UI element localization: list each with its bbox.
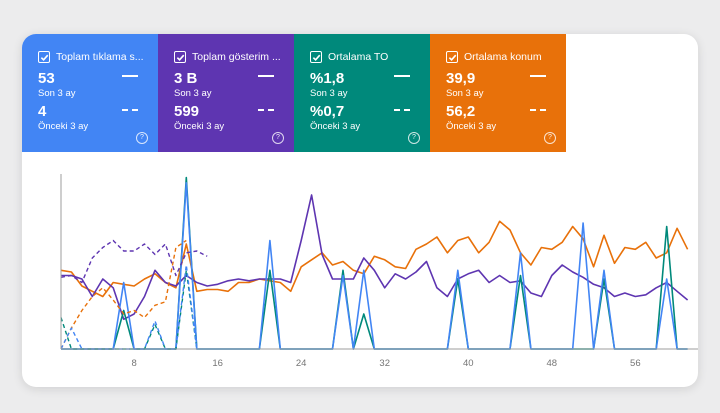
metric-card-clicks[interactable]: Toplam tıklama s... 53 Son 3 ay 4 Önceki… [22, 34, 158, 152]
current-period: Son 3 ay [174, 88, 212, 99]
x-tick-label: 8 [131, 358, 136, 369]
x-tick-label: 48 [547, 358, 558, 369]
current-period: Son 3 ay [310, 88, 348, 99]
help-icon[interactable]: ? [408, 132, 420, 144]
metric-card-ctr[interactable]: Ortalama TO %1,8 Son 3 ay %0,7 Önceki 3 … [294, 34, 430, 152]
current-value: 39,9 [446, 70, 476, 87]
help-icon[interactable]: ? [136, 132, 148, 144]
performance-line-chart[interactable]: 8 16 24 32 40 48 56 [22, 34, 698, 387]
checkbox-checked-icon[interactable] [310, 51, 322, 63]
checkbox-checked-icon[interactable] [38, 51, 50, 63]
solid-line-icon [530, 74, 546, 77]
current-period: Son 3 ay [446, 88, 484, 99]
previous-period: Önceki 3 ay [174, 121, 225, 132]
previous-value: 56,2 [446, 103, 476, 120]
position-dashed-line [60, 239, 187, 350]
help-icon[interactable]: ? [544, 132, 556, 144]
dashed-line-icon [530, 108, 546, 111]
current-period: Son 3 ay [38, 88, 76, 99]
checkbox-checked-icon[interactable] [446, 51, 458, 63]
x-tick-label: 24 [296, 358, 307, 369]
checkbox-checked-icon[interactable] [174, 51, 186, 63]
solid-line-icon [394, 74, 410, 77]
previous-period: Önceki 3 ay [38, 121, 89, 132]
x-tick-label: 56 [630, 358, 641, 369]
metric-cards: Toplam tıklama s... 53 Son 3 ay 4 Önceki… [22, 34, 566, 152]
solid-line-icon [258, 74, 274, 77]
dashed-line-icon [122, 108, 138, 111]
help-icon[interactable]: ? [272, 132, 284, 144]
solid-line-icon [122, 74, 138, 77]
previous-value: %0,7 [310, 103, 345, 120]
previous-value: 4 [38, 103, 47, 120]
ctr-solid-line [61, 176, 688, 350]
current-value: 3 B [174, 70, 198, 87]
current-value: 53 [38, 70, 55, 87]
axis-layer: 8 16 24 32 40 48 56 [60, 174, 698, 369]
x-tick-label: 16 [212, 358, 223, 369]
performance-panel: Toplam tıklama s... 53 Son 3 ay 4 Önceki… [22, 34, 698, 387]
metric-card-impressions[interactable]: Toplam gösterim ... 3 B Son 3 ay 599 Önc… [158, 34, 294, 152]
previous-period: Önceki 3 ay [446, 121, 497, 132]
x-tick-label: 40 [463, 358, 474, 369]
previous-value: 599 [174, 103, 200, 120]
metric-card-position[interactable]: Ortalama konum 39,9 Son 3 ay 56,2 Önceki… [430, 34, 566, 152]
x-tick-label: 32 [379, 358, 390, 369]
previous-period: Önceki 3 ay [310, 121, 361, 132]
series-layer [60, 176, 689, 350]
position-solid-line [60, 220, 689, 298]
dashed-line-icon [258, 108, 274, 111]
current-value: %1,8 [310, 70, 345, 87]
dashed-line-icon [394, 108, 410, 111]
impressions-solid-line [61, 194, 689, 321]
